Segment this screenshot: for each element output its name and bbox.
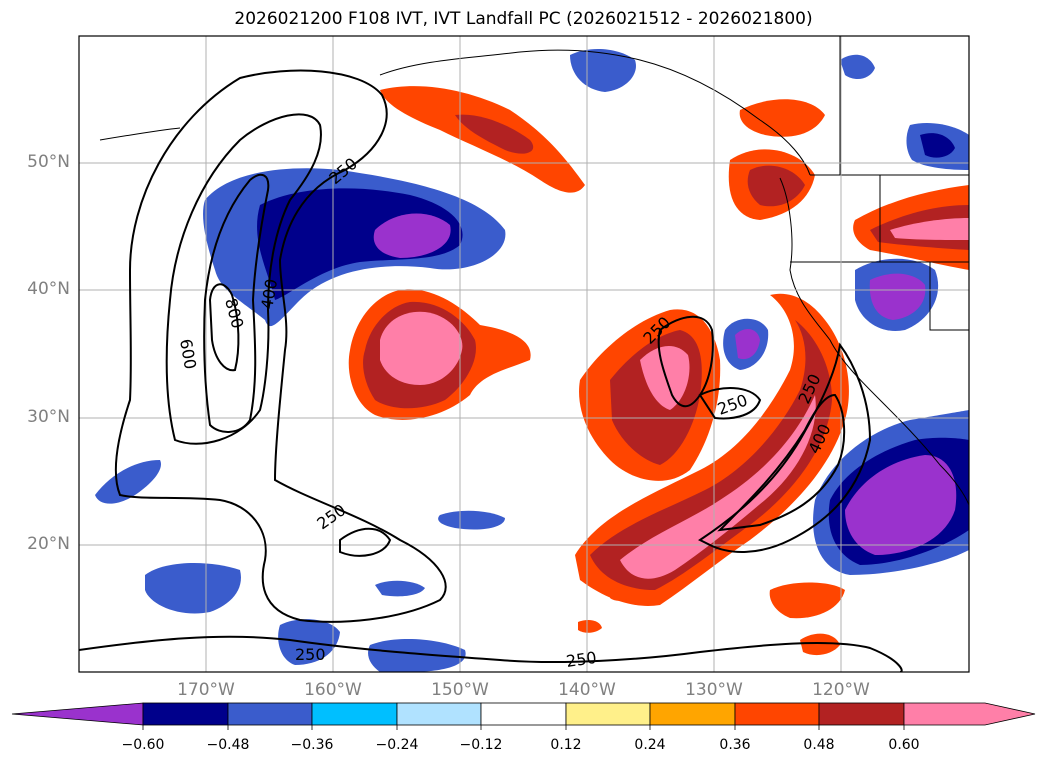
positive-anomaly-pnw	[728, 99, 969, 270]
lon-label: 160°W	[304, 680, 362, 700]
colorbar-tick-label: −0.36	[290, 737, 334, 753]
map-title: 2026021200 F108 IVT, IVT Landfall PC (20…	[234, 9, 813, 29]
colorbar-segment	[565, 702, 651, 726]
lon-label: 130°W	[685, 680, 743, 700]
lat-label: 20°N	[27, 534, 70, 554]
colorbar-tick-label: −0.60	[121, 737, 165, 753]
colorbar-segment	[734, 702, 820, 726]
negative-anomaly-central	[203, 168, 506, 327]
contour-label: 250	[295, 645, 326, 664]
colorbar-segment	[480, 702, 567, 726]
contour-label: 250	[313, 500, 349, 533]
positive-anomaly-east-pacific	[579, 309, 721, 481]
colorbar-segment	[311, 702, 398, 726]
colorbar-tick-label: 0.12	[550, 737, 582, 753]
colorbar-tick-label: 0.48	[803, 737, 835, 753]
positive-anomaly-central	[348, 289, 531, 420]
colorbar-segment	[142, 702, 229, 726]
map-frame	[78, 35, 970, 673]
colorbar-segment	[227, 702, 313, 726]
coastline	[99, 36, 969, 506]
grid-lines	[79, 36, 969, 672]
positive-anomaly-north	[380, 86, 585, 193]
colorbar-tick-label: 0.60	[888, 737, 920, 753]
ivt-contours	[79, 69, 903, 672]
colorbar-segment	[649, 702, 736, 726]
negative-anomaly-southwest	[570, 48, 969, 575]
lat-label: 50°N	[27, 152, 70, 172]
colorbar-tick-label: 0.24	[634, 737, 666, 753]
colorbar	[11, 702, 1036, 730]
colorbar-segment	[11, 702, 144, 726]
ivt-shading	[95, 48, 969, 672]
lon-label: 150°W	[431, 680, 489, 700]
contour-label: 600	[176, 337, 200, 370]
colorbar-tick-label: −0.48	[206, 737, 250, 753]
colorbar-segment	[903, 702, 1036, 726]
colorbar-tick-label: 0.36	[719, 737, 751, 753]
lon-label: 140°W	[558, 680, 616, 700]
colorbar-tick-label: −0.24	[375, 737, 419, 753]
colorbar-tick-label: −0.12	[459, 737, 503, 753]
contour-label: 250	[565, 648, 598, 671]
positive-anomaly-south-east	[578, 582, 845, 656]
colorbar-segment	[396, 702, 482, 726]
lat-label: 40°N	[27, 279, 70, 299]
atmospheric-river	[575, 293, 849, 606]
colorbar-segment	[818, 702, 905, 726]
lat-label: 30°N	[27, 407, 70, 427]
lon-label: 120°W	[812, 680, 870, 700]
lon-label: 170°W	[177, 680, 235, 700]
